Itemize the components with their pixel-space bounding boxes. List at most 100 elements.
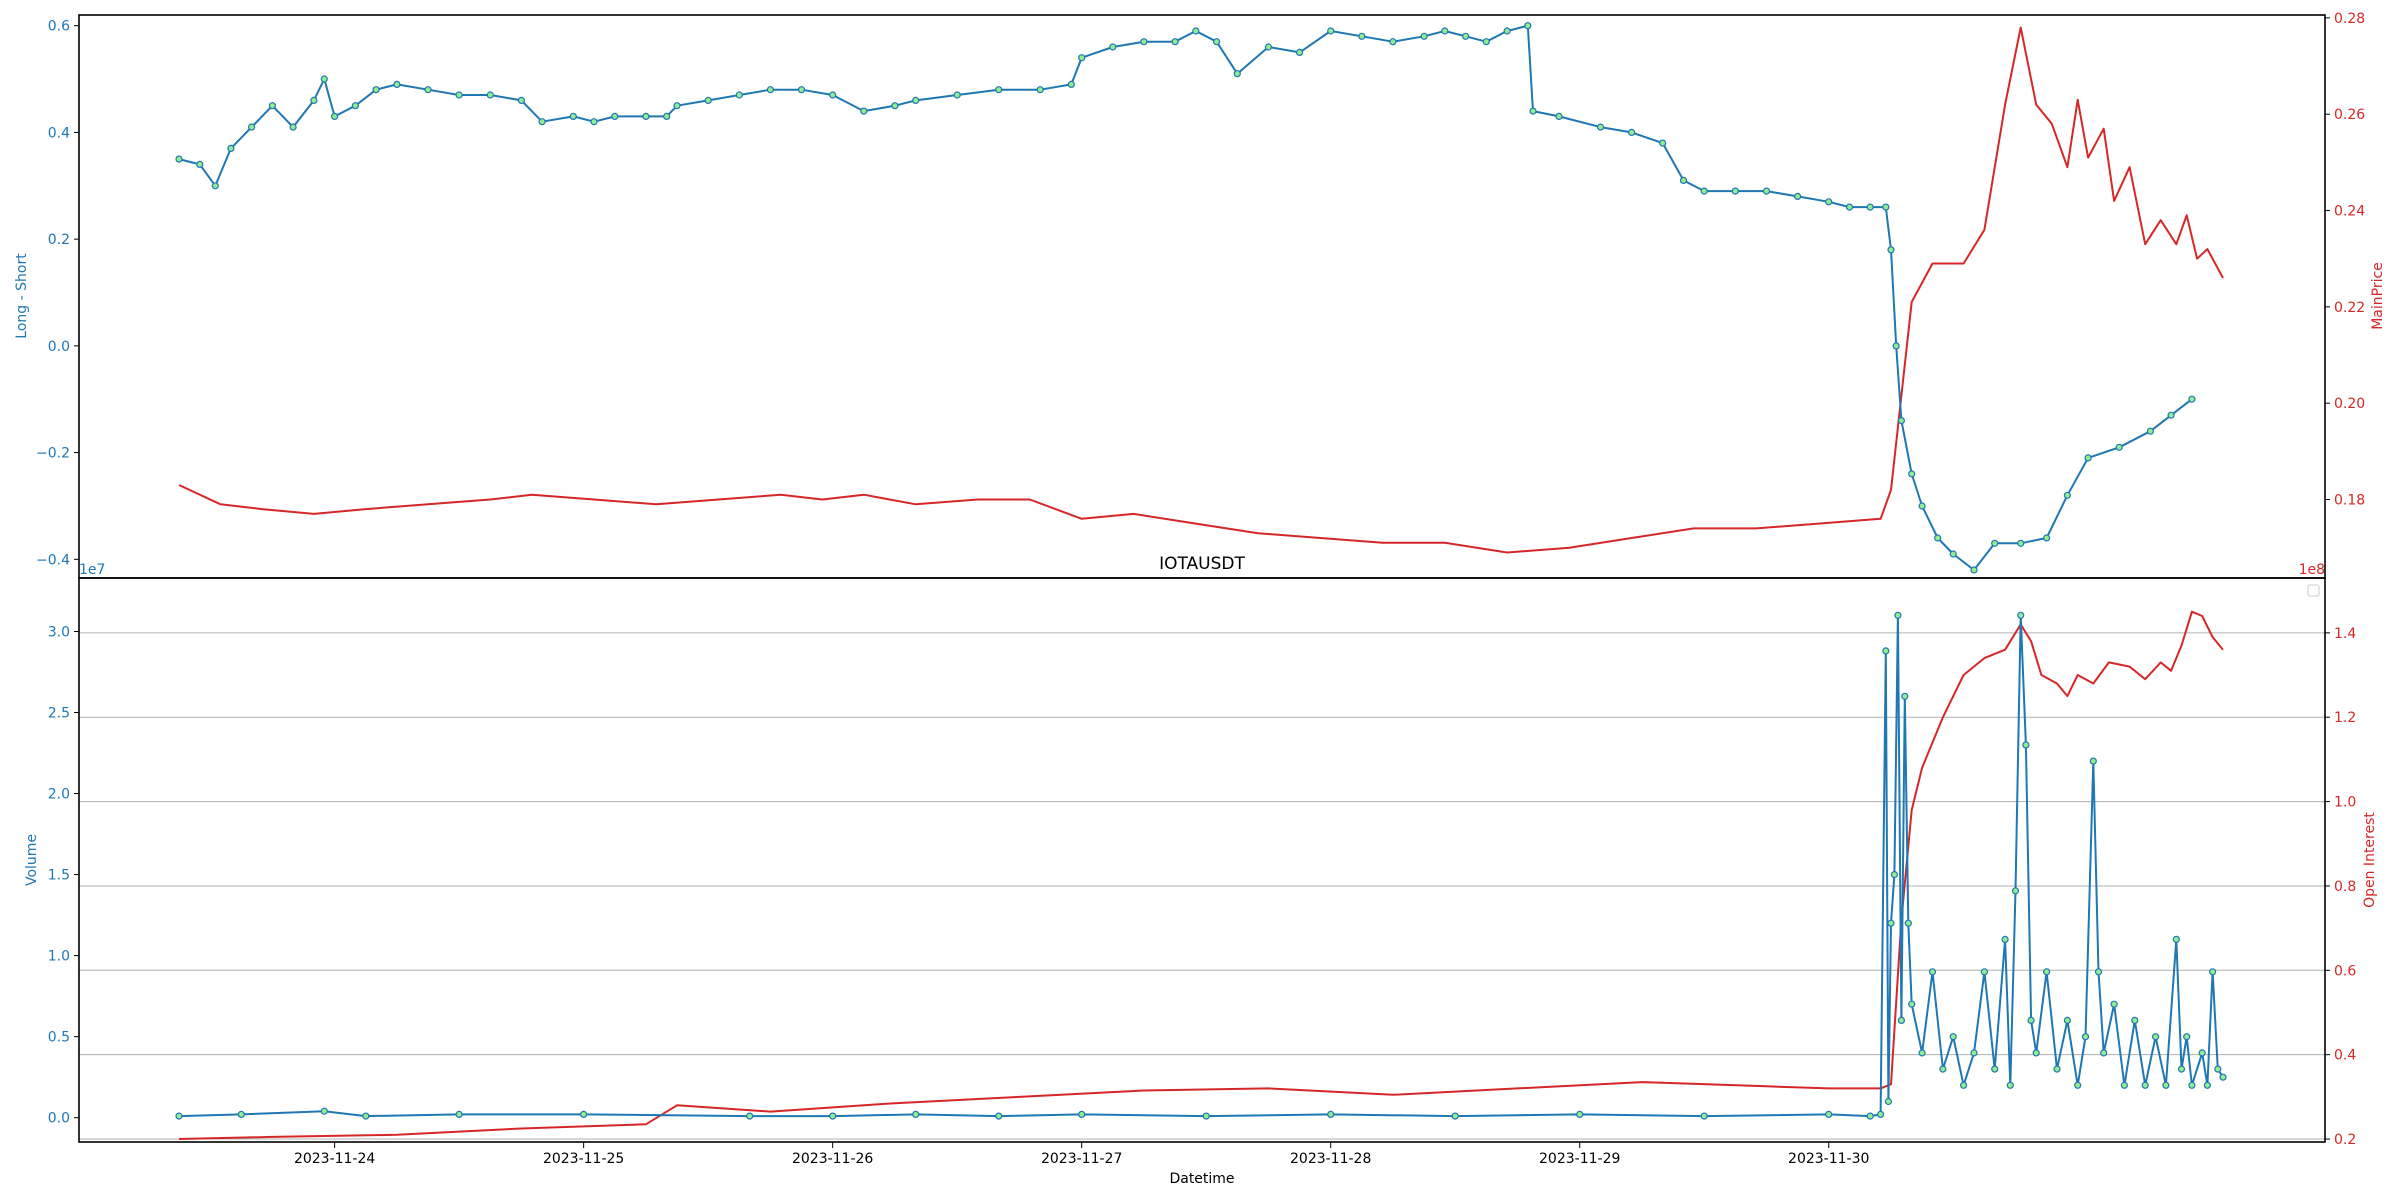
long-short-series-point-56 [1596,123,1605,131]
long-short-series-point-40 [1192,27,1200,35]
bottom-left-axis-ticks: 3.0 2.5 2.0 1.5 1.0 0.5 0.0 [48,624,79,1127]
long-short-series-point-57 [1627,128,1636,136]
long-short-series-point-7 [310,96,318,105]
long-short-series-point-3 [227,144,235,152]
long-short-series-point-38 [1140,38,1148,46]
long-short-series-point-47 [1389,38,1397,46]
bottom-right-axis-ticks: 1.4 1.2 1.0 0.8 0.6 0.4 0.2 [2325,626,2356,1148]
top-panel-plot [175,22,2224,574]
long-short-series-point-35 [1067,80,1075,89]
volume-series-point-44 [2053,1065,2061,1073]
bottom-right-tick-label-4: 0.6 [2334,963,2356,979]
bottom-right-tick-label-2: 1.0 [2334,795,2356,811]
top-right-tick-label-3: 0.22 [2334,300,2365,316]
long-short-series-point-15 [486,91,494,99]
long-short-series-point-78 [2042,534,2051,542]
long-short-series-point-61 [1731,187,1739,195]
bottom-right-tick-label-5: 0.4 [2334,1048,2356,1064]
bottom-left-axis-label: Volume [24,834,40,886]
long-short-series-point-28 [829,91,837,99]
top-right-tick-label-5: 0.18 [2334,492,2365,508]
long-short-series-point-44 [1295,48,1304,57]
x-tick-label-3: 2023-11-27 [1041,1151,1122,1167]
volume-series-point-32 [1959,1081,1968,1089]
open-interest-series-line [178,610,2224,1140]
bottom-right-tick-label-6: 0.2 [2334,1132,2356,1148]
top-panel-frame [78,14,2326,579]
long-short-series-point-9 [331,112,339,121]
volume-series-point-57 [2172,935,2180,944]
long-short-series-point-42 [1233,70,1241,78]
long-short-series-point-12 [393,80,401,89]
long-short-series-point-48 [1420,32,1428,40]
mainprice-series-line [178,26,2224,554]
long-short-series-point-76 [1991,539,1999,547]
long-short-series-point-34 [1036,86,1044,94]
long-short-series-point-21 [642,112,650,121]
volume-series-point-19 [1882,647,1890,655]
long-short-series-point-71 [1908,470,1916,478]
volume-series-point-41 [2027,1016,2035,1025]
chart-title: IOTAUSDT [1159,554,1245,574]
volume-series-point-37 [2006,1081,2014,1089]
bottom-left-tick-label-2: 2.0 [48,787,70,803]
volume-series-point-45 [2063,1016,2071,1025]
volume-series-point-42 [2032,1049,2040,1057]
volume-series-point-62 [2203,1081,2211,1089]
long-short-series-point-83 [2167,411,2175,419]
volume-series-point-18 [1876,1110,1885,1119]
top-left-tick-label-3: 0.0 [48,339,70,355]
top-left-axis-label: Long - Short [14,253,30,339]
volume-series-point-25 [1901,692,1909,700]
long-short-series-point-64 [1825,198,1833,206]
long-short-series-point-39 [1171,38,1179,46]
volume-series-point-33 [1970,1049,1978,1057]
volume-series-point-55 [2152,1033,2160,1041]
volume-series-point-63 [2209,968,2217,976]
long-short-series-point-33 [995,86,1003,94]
top-left-tick-label-4: −0.2 [36,446,70,462]
long-short-series-point-10 [351,102,359,110]
volume-series-point-27 [1908,1000,1916,1008]
long-short-series-point-24 [704,96,712,105]
top-right-axis-ticks: 0.28 0.26 0.24 0.22 0.20 0.18 [2325,11,2365,508]
long-short-series-point-52 [1503,27,1511,35]
bottom-left-tick-label-0: 3.0 [48,624,70,640]
volume-series-point-7 [829,1112,837,1120]
long-short-series-point-53 [1524,22,1532,30]
bottom-panel-plot [175,610,2227,1140]
bottom-right-axis-label: Open Interest [2362,812,2378,908]
long-short-series-point-13 [424,86,432,94]
x-tick-label-0: 2023-11-24 [294,1151,375,1167]
volume-series-point-53 [2131,1016,2139,1025]
volume-series-point-6 [746,1112,754,1120]
long-short-series-point-11 [372,86,380,94]
legend-box [2307,584,2320,597]
top-left-tick-label-5: −0.4 [36,552,70,568]
long-short-series-point-77 [2017,539,2025,547]
top-left-axis-ticks: 0.6 0.4 0.2 0.0 −0.2 −0.4 [36,19,79,568]
volume-series-point-49 [2094,968,2103,976]
volume-series-point-1 [237,1110,245,1119]
long-short-series-point-82 [2146,427,2154,435]
volume-series-point-4 [455,1110,463,1119]
long-short-series-point-62 [1762,187,1771,195]
volume-series-point-23 [1894,611,1902,619]
volume-series-point-28 [1918,1049,1926,1057]
volume-series-point-17 [1866,1112,1874,1120]
top-right-axis-label: MainPrice [2370,262,2386,330]
top-left-tick-label-0: 0.6 [48,19,70,35]
long-short-series-point-41 [1212,38,1221,46]
volume-series-point-26 [1904,919,1912,927]
volume-series-point-0 [175,1112,183,1120]
volume-series-point-13 [1451,1112,1459,1120]
long-short-series-point-0 [175,155,183,163]
long-short-series-point-26 [766,86,775,94]
volume-series-point-15 [1700,1112,1708,1120]
top-right-tick-label-0: 0.28 [2334,11,2365,27]
volume-series-point-39 [2017,611,2025,619]
long-short-series-point-79 [2063,491,2071,499]
long-short-series-point-59 [1679,176,1688,184]
bottom-panel-grid [79,632,2325,1140]
volume-series-point-29 [1928,968,1937,976]
